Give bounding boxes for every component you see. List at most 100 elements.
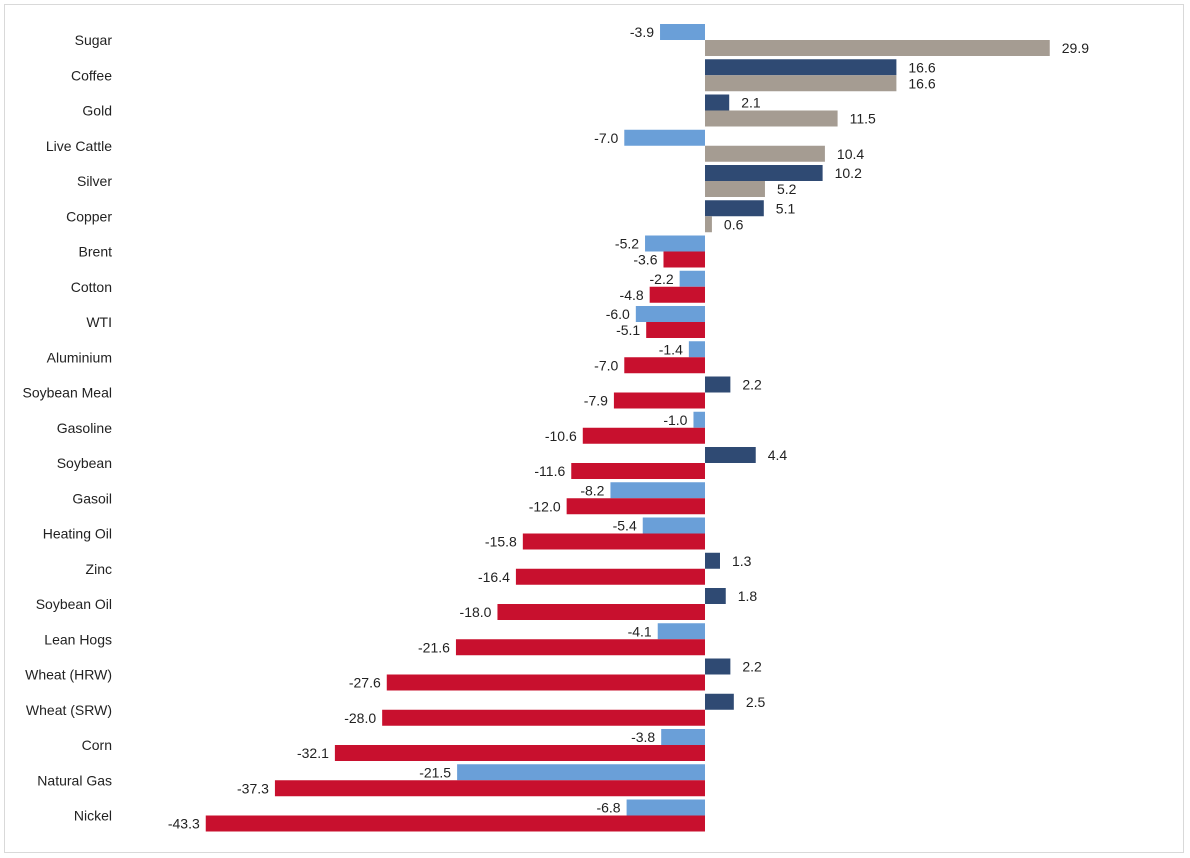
category-label-corn: Corn	[82, 737, 112, 753]
value-label-top-coffee: 16.6	[908, 59, 935, 75]
bar-bottom-gasoline	[582, 427, 705, 444]
category-label-brent: Brent	[79, 244, 113, 260]
bar-bottom-brent	[663, 251, 705, 268]
value-label-bottom-soybean-meal: -7.9	[584, 393, 608, 409]
category-label-zinc: Zinc	[86, 561, 112, 577]
bar-top-soybean-oil	[705, 588, 726, 604]
value-label-top-gold: 2.1	[741, 95, 761, 111]
bar-bottom-wti	[646, 322, 705, 338]
category-label-lean-hogs: Lean Hogs	[44, 631, 112, 647]
value-label-bottom-wheat-hrw: -27.6	[349, 675, 381, 691]
bar-top-sugar	[660, 24, 705, 40]
category-label-live-cattle: Live Cattle	[46, 138, 112, 154]
value-label-bottom-live-cattle: 10.4	[837, 146, 864, 162]
category-label-sugar: Sugar	[75, 32, 113, 48]
bar-bottom-aluminium	[624, 357, 705, 374]
bar-top-nickel	[626, 799, 705, 816]
category-label-gasoline: Gasoline	[57, 420, 112, 436]
category-label-soybean-oil: Soybean Oil	[36, 596, 112, 612]
value-label-top-live-cattle: -7.0	[594, 130, 618, 146]
category-label-cotton: Cotton	[71, 279, 112, 295]
value-label-bottom-soybean: -11.6	[534, 463, 565, 479]
category-label-nickel: Nickel	[74, 808, 112, 824]
bar-top-lean-hogs	[657, 623, 705, 640]
value-label-bottom-wheat-srw: -28.0	[344, 710, 376, 726]
bar-top-soybean-meal	[705, 376, 731, 393]
bar-bottom-lean-hogs	[455, 639, 705, 656]
bar-bottom-soybean-oil	[497, 604, 705, 620]
value-label-bottom-brent: -3.6	[633, 252, 657, 268]
bar-top-gasoline	[693, 411, 705, 428]
value-label-top-nickel: -6.8	[596, 800, 620, 816]
bar-top-soybean	[705, 447, 756, 463]
value-label-top-copper: 5.1	[776, 200, 796, 216]
bar-bottom-sugar	[705, 40, 1050, 56]
value-label-top-sugar: -3.9	[630, 24, 654, 40]
category-label-wheat-srw: Wheat (SRW)	[26, 702, 112, 718]
bar-top-gold	[705, 94, 730, 111]
bar-bottom-heating-oil	[522, 533, 705, 550]
bar-top-natural-gas	[457, 764, 705, 781]
bar-bottom-silver	[705, 181, 765, 197]
bar-top-cotton	[679, 270, 705, 287]
bar-top-brent	[645, 235, 705, 252]
value-label-top-silver: 10.2	[835, 165, 862, 181]
bar-top-wti	[635, 306, 705, 322]
category-label-natural-gas: Natural Gas	[37, 772, 112, 788]
bar-top-heating-oil	[642, 517, 705, 534]
category-label-heating-oil: Heating Oil	[43, 526, 112, 542]
category-label-copper: Copper	[66, 208, 112, 224]
bar-bottom-copper	[705, 216, 712, 233]
value-label-bottom-lean-hogs: -21.6	[418, 639, 450, 655]
category-label-gold: Gold	[82, 103, 112, 119]
bar-top-corn	[661, 729, 705, 745]
value-label-top-heating-oil: -5.4	[613, 518, 637, 534]
value-label-top-zinc: 1.3	[732, 553, 752, 569]
value-label-bottom-aluminium: -7.0	[594, 357, 618, 373]
value-label-top-lean-hogs: -4.1	[628, 623, 652, 639]
value-label-top-gasoil: -8.2	[580, 482, 604, 498]
bar-bottom-gasoil	[566, 498, 705, 515]
value-label-top-soybean: 4.4	[768, 447, 788, 463]
category-label-silver: Silver	[77, 173, 112, 189]
value-label-bottom-heating-oil: -15.8	[485, 534, 517, 550]
value-label-top-wti: -6.0	[606, 306, 630, 322]
value-label-top-natural-gas: -21.5	[419, 764, 451, 780]
value-label-top-aluminium: -1.4	[659, 341, 683, 357]
bar-top-silver	[705, 165, 823, 181]
category-label-wheat-hrw: Wheat (HRW)	[25, 667, 112, 683]
category-label-wti: WTI	[86, 314, 112, 330]
value-label-bottom-silver: 5.2	[777, 181, 797, 197]
bar-bottom-corn	[334, 745, 705, 761]
value-label-top-soybean-oil: 1.8	[738, 588, 758, 604]
bar-top-zinc	[705, 552, 720, 569]
bar-bottom-coffee	[705, 75, 897, 92]
bar-top-wheat-hrw	[705, 658, 731, 675]
bar-top-live-cattle	[624, 129, 705, 146]
value-label-bottom-gasoil: -12.0	[529, 498, 561, 514]
value-label-top-gasoline: -1.0	[663, 412, 687, 428]
category-label-soybean-meal: Soybean Meal	[22, 385, 112, 401]
value-label-top-corn: -3.8	[631, 729, 655, 745]
bar-top-wheat-srw	[705, 693, 734, 710]
bar-top-gasoil	[610, 482, 705, 499]
bar-bottom-soybean-meal	[613, 392, 705, 409]
value-label-top-cotton: -2.2	[650, 271, 674, 287]
value-label-bottom-soybean-oil: -18.0	[460, 604, 492, 620]
value-label-bottom-wti: -5.1	[616, 322, 640, 338]
bar-bottom-wheat-hrw	[386, 674, 705, 691]
category-label-soybean: Soybean	[57, 455, 112, 471]
value-label-top-wheat-srw: 2.5	[746, 694, 766, 710]
bar-bottom-gold	[705, 110, 838, 127]
category-labels: Sugar Coffee Gold Live Cattle Silver Copper Br…	[22, 32, 112, 824]
bar-top-copper	[705, 200, 764, 217]
value-label-bottom-sugar: 29.9	[1062, 40, 1089, 56]
value-label-bottom-nickel: -43.3	[168, 816, 200, 832]
value-label-top-wheat-hrw: 2.2	[742, 659, 762, 675]
bar-bottom-zinc	[515, 568, 705, 585]
value-label-bottom-natural-gas: -37.3	[237, 780, 269, 796]
bar-bottom-nickel	[205, 815, 705, 832]
value-label-bottom-corn: -32.1	[297, 745, 329, 761]
bar-top-aluminium	[688, 341, 705, 358]
